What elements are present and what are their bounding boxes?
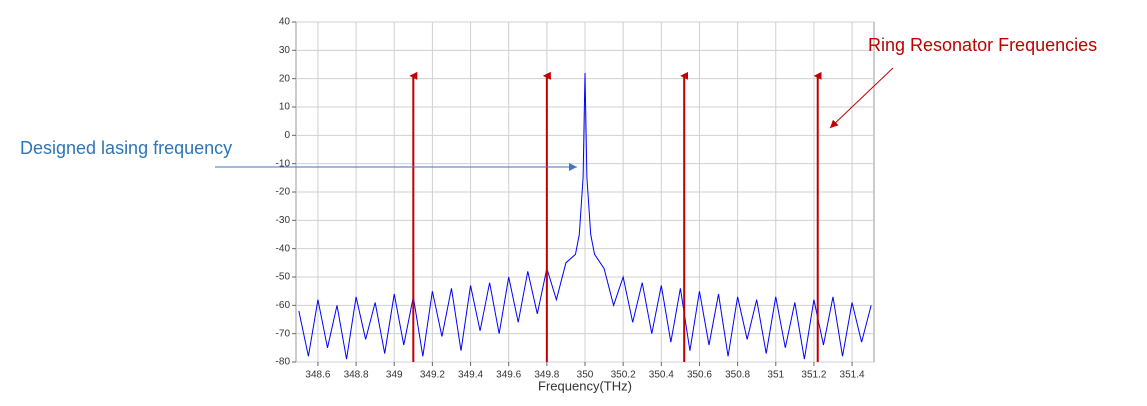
y-tick-label: -20 — [276, 187, 291, 198]
y-tick-label: -30 — [276, 215, 291, 226]
y-tick-label: -40 — [276, 243, 291, 254]
x-tick-label: 350.6 — [687, 370, 712, 381]
x-tick-label: 351 — [767, 370, 784, 381]
y-tick-label: 40 — [279, 17, 291, 28]
x-tick-label: 351.4 — [840, 370, 865, 381]
y-tick-label: 10 — [279, 102, 291, 113]
x-tick-label: 350.4 — [649, 370, 674, 381]
y-tick-label: -60 — [276, 300, 291, 311]
x-tick-label: 350 — [577, 370, 594, 381]
y-tick-label: -80 — [276, 357, 291, 368]
y-tick-label: -50 — [276, 272, 291, 283]
x-tick-label: 348.8 — [344, 370, 369, 381]
x-tick-label: 349.4 — [458, 370, 483, 381]
x-tick-label: 351.2 — [801, 370, 826, 381]
x-tick-label: 349.2 — [420, 370, 445, 381]
annotation: Ring Resonator Frequencies — [868, 35, 1097, 55]
y-tick-label: 30 — [279, 45, 291, 56]
y-tick-label: 20 — [279, 73, 291, 84]
y-tick-label: -10 — [276, 158, 291, 169]
x-tick-label: 349.6 — [496, 370, 521, 381]
annotation-arrow — [829, 67, 894, 129]
annotation: Designed lasing frequency — [20, 138, 232, 158]
x-tick-label: 348.6 — [305, 370, 330, 381]
x-tick-label: 349.8 — [534, 370, 559, 381]
x-axis-label: Frequency(THz) — [538, 378, 632, 393]
x-tick-label: 350.8 — [725, 370, 750, 381]
y-tick-label: -70 — [276, 328, 291, 339]
x-tick-label: 350.2 — [611, 370, 636, 381]
plot-area: -80 -70 -60 -50 -40 -30 -20 -10 0 10 20 30 40 348.6 34… — [276, 17, 875, 381]
spectrum-line — [298, 72, 872, 360]
x-tick-label: 349 — [386, 370, 403, 381]
y-tick-label: 0 — [284, 130, 290, 141]
